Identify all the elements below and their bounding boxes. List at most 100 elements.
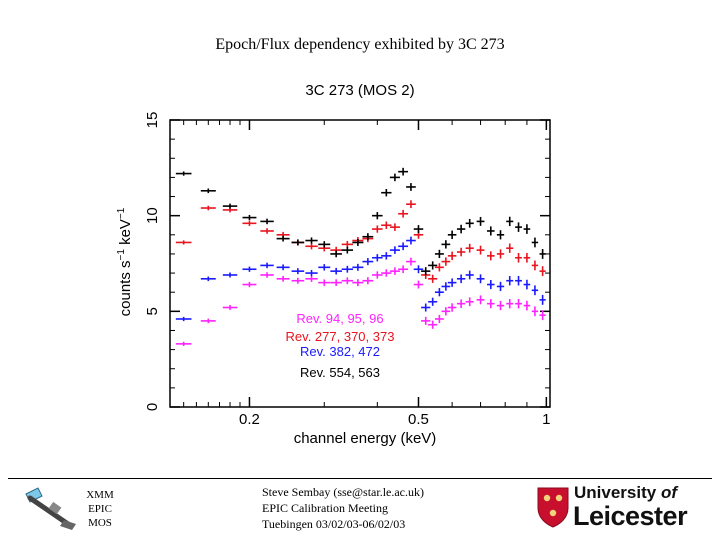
- data-point-s1: [341, 240, 354, 248]
- data-point-s0: [406, 257, 416, 266]
- data-point-s0: [456, 299, 466, 308]
- university-logo: University of Leicester: [536, 482, 714, 532]
- data-point-s0: [305, 275, 318, 282]
- chart-title: 3C 273 (MOS 2): [305, 82, 414, 99]
- data-point-s1: [487, 251, 495, 261]
- data-point-s3: [305, 237, 318, 244]
- y-tick-label: 0: [144, 403, 161, 411]
- data-point-s0: [465, 297, 474, 307]
- data-point-s3: [276, 235, 290, 242]
- legend-entry: Rev. 94, 95, 96: [296, 311, 383, 326]
- data-point-s1: [242, 220, 257, 226]
- data-point-s1: [305, 243, 318, 250]
- data-point-s3: [531, 237, 539, 248]
- y-axis-label-unit: keV: [117, 219, 134, 249]
- data-point-s2: [341, 265, 354, 273]
- legend-entry: Rev. 277, 370, 373: [286, 329, 395, 344]
- data-point-s1: [200, 205, 216, 211]
- data-point-s2: [465, 270, 474, 280]
- data-point-s3: [434, 249, 444, 259]
- data-point-s0: [291, 277, 305, 284]
- data-point-s2: [515, 275, 522, 286]
- data-point-s3: [200, 188, 216, 194]
- data-point-s0: [531, 306, 539, 317]
- data-point-s2: [487, 280, 495, 290]
- data-point-s1: [531, 260, 539, 271]
- y-axis-label-unit-exp: −1: [116, 207, 127, 219]
- data-point-s2: [389, 246, 400, 254]
- presenter: Steve Sembay (sse@star.le.ac.uk): [262, 485, 425, 499]
- data-point-s2: [434, 288, 444, 297]
- data-point-s0: [372, 271, 383, 279]
- y-tick-label: 5: [144, 307, 161, 315]
- data-point-s2: [441, 282, 451, 291]
- data-point-s1: [441, 257, 451, 266]
- data-point-s2: [372, 254, 383, 262]
- data-point-s2: [362, 258, 374, 266]
- data-point-s1: [428, 274, 438, 283]
- data-point-s2: [200, 276, 216, 282]
- data-point-s0: [381, 269, 392, 277]
- data-point-s2: [175, 316, 192, 322]
- data-point-s3: [242, 214, 257, 221]
- data-point-s2: [421, 303, 431, 312]
- data-point-s1: [434, 263, 444, 272]
- data-point-s3: [175, 171, 192, 176]
- slide-title: Epoch/Flux dependency exhibited by 3C 27…: [215, 36, 505, 53]
- data-point-s2: [456, 274, 466, 284]
- data-point-s0: [318, 279, 331, 286]
- data-point-s3: [389, 173, 400, 182]
- data-point-s0: [506, 298, 514, 309]
- data-point-s0: [330, 279, 342, 286]
- data-point-s1: [496, 249, 505, 259]
- data-point-s2: [428, 297, 438, 306]
- data-point-s3: [398, 167, 409, 176]
- data-point-s0: [447, 303, 457, 312]
- xmm-epic-mos-label: XMM EPIC MOS: [82, 488, 118, 530]
- location-dates: Tuebingen 03/02/03-06/02/03: [262, 517, 406, 531]
- leicester-word: Leicester: [573, 501, 688, 531]
- xmm-line: XMM: [86, 489, 114, 501]
- data-point-s1: [506, 243, 514, 253]
- data-point-s2: [531, 285, 539, 296]
- data-point-s3: [441, 240, 451, 249]
- data-point-s0: [441, 307, 451, 316]
- data-point-s3: [372, 212, 383, 220]
- data-point-s0: [200, 318, 216, 324]
- data-point-s2: [406, 236, 416, 245]
- data-point-s3: [487, 226, 495, 236]
- data-point-s3: [421, 267, 431, 276]
- data-point-s1: [447, 251, 457, 261]
- data-point-s0: [515, 298, 522, 309]
- x-axis-label: channel energy (keV): [294, 430, 437, 447]
- data-point-s2: [260, 262, 274, 269]
- data-point-s1: [381, 221, 392, 229]
- data-point-s2: [305, 269, 318, 277]
- data-point-s3: [381, 188, 392, 197]
- data-point-s0: [523, 300, 531, 311]
- legend-entry: Rev. 554, 563: [300, 365, 380, 380]
- x-tick-label: 0.5: [408, 411, 429, 428]
- data-point-s3: [260, 218, 274, 225]
- data-point-s2: [330, 267, 342, 275]
- data-point-s1: [515, 253, 522, 263]
- data-point-s2: [506, 276, 514, 286]
- data-point-s0: [242, 281, 257, 288]
- data-point-s3: [291, 239, 305, 246]
- legend-entry: Rev. 382, 472: [300, 344, 380, 359]
- data-point-s0: [341, 277, 354, 285]
- chart: 3C 273 (MOS 2) channel energy (keV) coun…: [116, 82, 551, 447]
- data-point-s2: [242, 266, 257, 272]
- data-point-s0: [276, 275, 290, 282]
- footer-divider: [8, 478, 712, 479]
- data-point-s0: [476, 295, 485, 305]
- data-point-s3: [515, 222, 522, 232]
- y-axis-label-main: counts s: [117, 260, 134, 316]
- data-point-s1: [476, 245, 485, 255]
- university-word-a: University: [574, 483, 661, 502]
- data-point-s2: [352, 263, 364, 271]
- data-point-s2: [381, 252, 392, 260]
- data-point-s1: [372, 225, 383, 233]
- data-point-s0: [175, 341, 192, 346]
